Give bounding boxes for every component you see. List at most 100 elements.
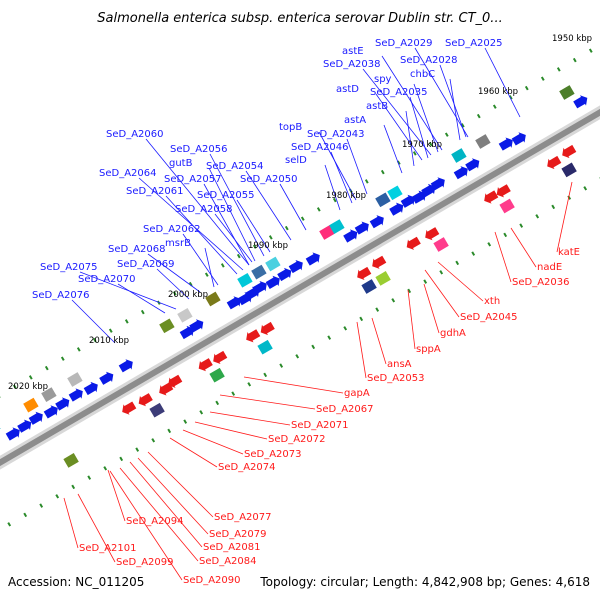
reverse-label-leader (243, 376, 344, 394)
forward-gene-label: msrB (165, 238, 191, 249)
gc-content-mark (108, 328, 113, 333)
forward-gene-block (237, 272, 253, 288)
gc-content-mark (588, 48, 593, 53)
forward-gene-block (475, 134, 491, 149)
forward-label-leader (209, 153, 265, 257)
forward-label-leader (413, 83, 439, 153)
forward-label-leader (409, 96, 429, 159)
gc-content-mark (423, 279, 428, 284)
reverse-gene-arrow (357, 266, 372, 280)
scale-tick-label: 2010 kbp (89, 336, 129, 346)
reverse-gene-label: gdhA (440, 328, 466, 339)
gc-content-mark (252, 244, 257, 249)
forward-gene-arrow (343, 229, 358, 243)
forward-gene-block (205, 291, 221, 307)
gc-content-mark (439, 270, 444, 275)
gc-content-mark (412, 151, 417, 156)
reverse-gene-label: SeD_A2090 (183, 575, 241, 586)
forward-gene-label: SeD_A2029 (375, 38, 433, 49)
summary-text: Topology: circular; Length: 4,842,908 bp… (259, 575, 590, 589)
reverse-gene-label: SeD_A2073 (244, 449, 302, 460)
gc-content-mark (140, 309, 145, 315)
forward-label-leader (156, 268, 190, 300)
forward-gene-arrow (498, 137, 513, 151)
scale-ticks: 1950 kbp 1960 kbp 1970 kbp 1980 kbp 1990 kbp… (8, 34, 592, 392)
gc-content-mark (167, 428, 172, 434)
gc-content-mark (71, 484, 76, 490)
forward-gene-block (159, 318, 175, 334)
reverse-gene-label: sppA (416, 344, 441, 355)
reverse-label-leader (407, 289, 416, 350)
gc-content-mark (263, 372, 268, 378)
reverse-label-leader (437, 261, 484, 302)
forward-gene-arrow (179, 325, 194, 340)
gc-content-mark (23, 512, 28, 518)
gc-content-mark (492, 104, 497, 109)
reverse-gene-block (149, 402, 165, 418)
forward-gene-block (451, 148, 467, 163)
forward-gene-label: SeD_A2050 (240, 174, 298, 185)
reverse-gene-label: katE (558, 247, 580, 258)
forward-label-leader (208, 167, 256, 262)
gc-content-mark (39, 503, 44, 508)
forward-label-leader (484, 47, 521, 118)
gc-content-mark (12, 384, 17, 389)
gc-content-mark (503, 232, 508, 238)
forward-label-leader (346, 138, 368, 195)
reverse-label-leader (109, 470, 183, 581)
gc-content-mark (151, 438, 156, 443)
forward-gene-arrow (354, 221, 369, 235)
gc-content-mark (540, 76, 545, 81)
gc-content-mark (407, 288, 412, 294)
forward-gene-arrow (43, 405, 58, 419)
reverse-gene-block (561, 162, 577, 178)
gc-content-mark (375, 307, 380, 312)
forward-gene-label: SeD_A2025 (445, 38, 503, 49)
reverse-gene-arrow (246, 329, 261, 343)
forward-gene-block (319, 225, 335, 240)
gc-content-mark (220, 263, 225, 268)
gc-content-mark (327, 335, 332, 340)
gc-content-mark (444, 132, 449, 137)
reverse-gene-block (361, 279, 377, 294)
forward-gene-block (387, 185, 403, 201)
gc-content-mark (572, 57, 577, 63)
gc-content-mark (172, 291, 177, 296)
gc-content-mark (460, 123, 465, 128)
reverse-label-leader (424, 269, 460, 318)
scale-tick-label: 2020 kbp (8, 382, 48, 392)
accession-text: Accession: NC_011205 (8, 575, 144, 589)
gc-content-mark (135, 447, 140, 452)
gc-content-mark (199, 410, 204, 415)
forward-gene-arrow (421, 183, 436, 198)
reverse-gene-arrow (260, 321, 275, 336)
forward-gene-block (41, 387, 57, 402)
gc-content-mark (124, 319, 129, 324)
gc-content-mark (236, 253, 241, 259)
gc-content-mark (76, 347, 81, 352)
forward-gene-arrow (5, 427, 20, 441)
reverse-gene-arrow (496, 184, 511, 198)
forward-gene-label: SeD_A2064 (99, 168, 157, 179)
reverse-gene-label: ansA (387, 359, 412, 370)
gc-content-mark (343, 326, 348, 331)
reverse-gene-label: SeD_A2081 (203, 542, 261, 553)
forward-gene-arrow (305, 252, 320, 266)
forward-gene-label: SeD_A2056 (170, 144, 228, 155)
reverse-gene-arrow (138, 393, 153, 407)
forward-gene-label: SeD_A2076 (32, 290, 90, 301)
reverse-label-leader (209, 411, 291, 426)
forward-gene-arrow (189, 319, 204, 333)
scale-tick-label: 1960 kbp (478, 87, 518, 97)
forward-gene-label: SeD_A2057 (164, 174, 222, 185)
gc-content-mark (0, 393, 1, 399)
forward-gene-label: SeD_A2058 (175, 204, 233, 215)
gc-content-mark (567, 195, 572, 200)
reverse-gene-arrow (562, 144, 577, 159)
gc-content-mark (183, 419, 188, 424)
scale-tick-label: 1980 kbp (326, 191, 366, 201)
forward-gene-arrow (83, 381, 98, 396)
reverse-gene-label: nadE (537, 262, 562, 273)
forward-gene-label: astB (366, 101, 388, 112)
